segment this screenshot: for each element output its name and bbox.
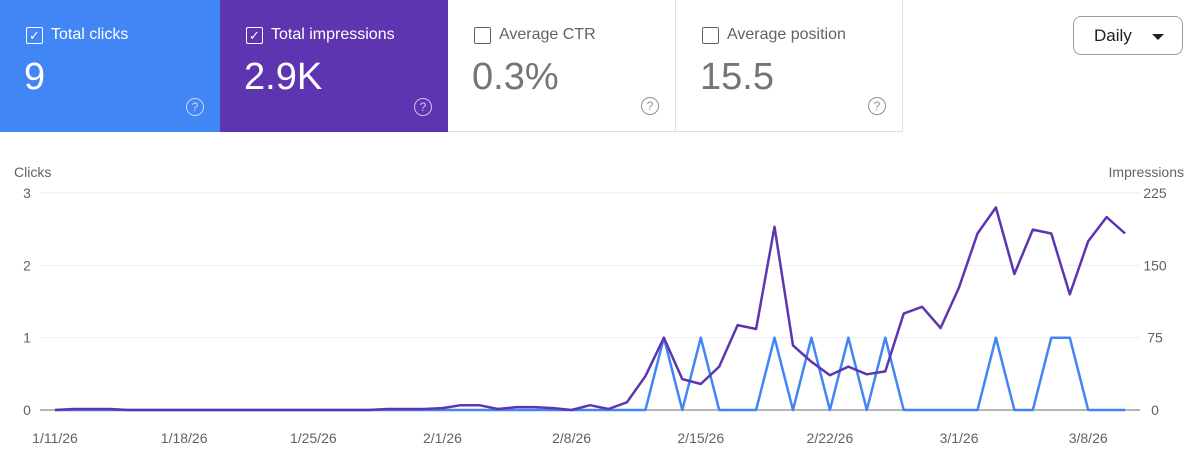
right-tick-label: 225 xyxy=(1143,185,1167,201)
metric-card-total-impressions[interactable]: ✓ Total impressions 2.9K ? xyxy=(220,0,448,132)
metric-value: 0.3% xyxy=(472,56,559,98)
right-axis-label: Impressions xyxy=(1109,164,1184,180)
series-line-impressions xyxy=(54,206,1126,412)
metric-label: Average CTR xyxy=(499,26,596,43)
x-tick-label: 1/25/26 xyxy=(290,430,337,446)
x-tick-label: 3/8/26 xyxy=(1069,430,1108,446)
left-tick-label: 1 xyxy=(23,330,31,346)
x-tick-label: 1/11/26 xyxy=(32,430,78,446)
x-tick-label: 2/8/26 xyxy=(552,430,591,446)
left-axis-label: Clicks xyxy=(14,164,51,180)
help-icon[interactable]: ? xyxy=(868,97,886,115)
checkbox-icon[interactable]: ✓ xyxy=(26,26,43,44)
range-select[interactable]: Daily xyxy=(1073,16,1183,55)
x-tick-label: 1/18/26 xyxy=(161,430,208,446)
left-tick-label: 3 xyxy=(23,185,31,201)
metric-label: Total impressions xyxy=(271,26,395,43)
checkbox-icon[interactable] xyxy=(702,26,719,44)
metric-value: 15.5 xyxy=(700,56,774,98)
metric-card-average-ctr[interactable]: Average CTR 0.3% ? xyxy=(448,0,676,132)
x-tick-label: 2/15/26 xyxy=(677,430,724,446)
series-line-clicks xyxy=(55,336,1126,412)
metric-label: Average position xyxy=(727,26,846,43)
caret-down-icon xyxy=(1152,34,1164,40)
left-tick-label: 0 xyxy=(23,402,31,418)
metric-value: 2.9K xyxy=(244,56,323,98)
metric-value: 9 xyxy=(24,56,46,98)
right-tick-label: 75 xyxy=(1147,330,1163,346)
metric-card-average-position[interactable]: Average position 15.5 ? xyxy=(676,0,903,132)
right-tick-label: 0 xyxy=(1151,402,1159,418)
checkbox-icon[interactable]: ✓ xyxy=(246,26,263,44)
metric-label: Total clicks xyxy=(51,26,129,43)
right-tick-label: 150 xyxy=(1143,257,1167,273)
range-select-value: Daily xyxy=(1094,25,1132,45)
help-icon[interactable]: ? xyxy=(186,98,204,116)
help-icon[interactable]: ? xyxy=(641,97,659,115)
x-tick-label: 2/1/26 xyxy=(423,430,462,446)
x-tick-label: 3/1/26 xyxy=(940,430,979,446)
left-tick-label: 2 xyxy=(23,257,31,273)
x-tick-label: 2/22/26 xyxy=(807,430,854,446)
metric-card-total-clicks[interactable]: ✓ Total clicks 9 ? xyxy=(0,0,220,132)
checkbox-icon[interactable] xyxy=(474,26,491,44)
help-icon[interactable]: ? xyxy=(414,98,432,116)
